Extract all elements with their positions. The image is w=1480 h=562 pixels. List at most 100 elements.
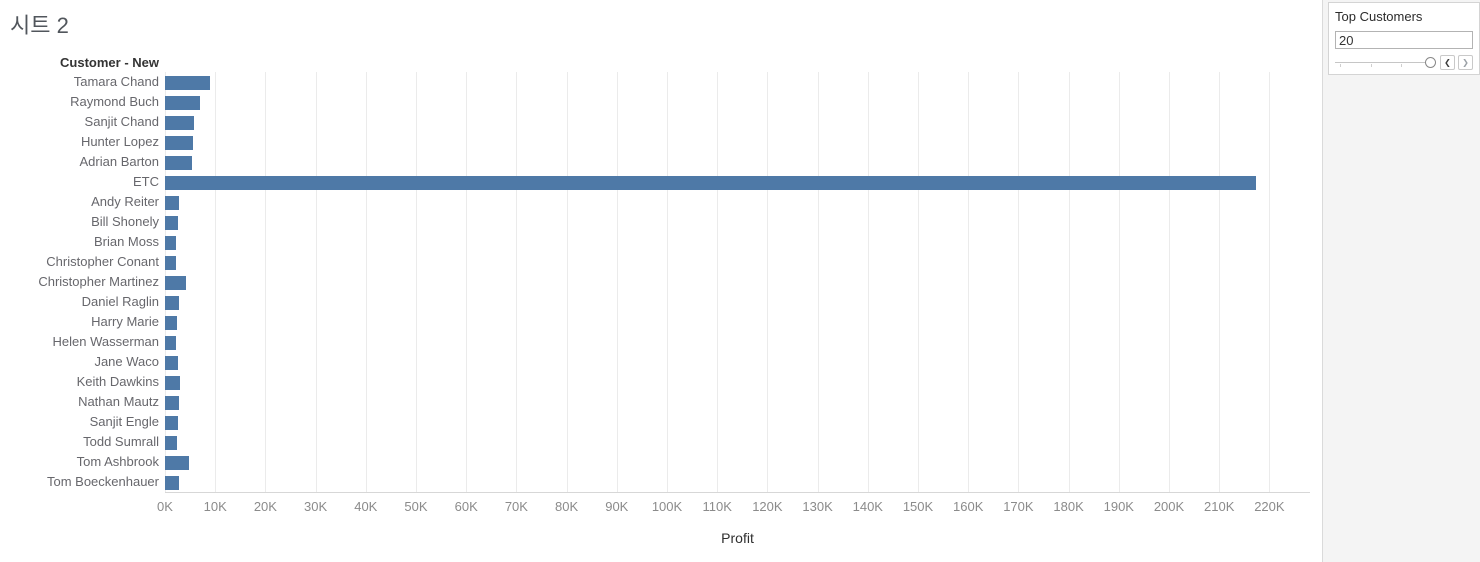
row-header-customer-new: Customer - New [60, 55, 159, 70]
row-label[interactable]: Daniel Raglin [81, 294, 159, 309]
gridline [365, 72, 367, 492]
bar[interactable] [165, 396, 179, 410]
gridline [315, 72, 317, 492]
row-label[interactable]: Tom Ashbrook [76, 454, 159, 469]
gridline [416, 72, 417, 492]
row-label[interactable]: ETC [133, 174, 159, 189]
row-label[interactable]: Brian Moss [93, 234, 159, 249]
row-label[interactable]: Sanjit Engle [89, 414, 159, 429]
slider-handle[interactable] [1424, 56, 1436, 68]
gridline [717, 72, 719, 492]
gridline [566, 72, 568, 492]
bar[interactable] [165, 276, 186, 290]
row-label[interactable]: Christopher Conant [46, 254, 159, 269]
x-tick-label: 100K [651, 499, 683, 514]
slider-tick [1401, 63, 1403, 67]
bar[interactable] [165, 296, 180, 310]
x-tick-label: 220K [1254, 499, 1285, 514]
bar[interactable] [165, 356, 179, 370]
slider-tick [1340, 63, 1342, 67]
x-tick-label: 80K [555, 499, 579, 514]
x-tick-label: 0K [157, 499, 173, 514]
x-tick-label: 70K [504, 499, 528, 514]
chevron-left-icon: ❮ [1444, 58, 1451, 67]
row-label[interactable]: Adrian Barton [79, 154, 160, 169]
bar[interactable] [165, 316, 178, 330]
increment-button[interactable]: ❯ [1458, 55, 1473, 70]
bar[interactable] [165, 236, 177, 250]
row-label[interactable]: Helen Wasserman [52, 334, 159, 349]
row-labels-column: Tamara Chand Raymond Buch Sanjit Chand Hunt… [0, 72, 161, 492]
bar[interactable] [165, 136, 194, 150]
top-customers-input[interactable] [1335, 31, 1473, 49]
parameter-panel: Top Customers ❮ ❯ [1323, 0, 1480, 562]
gridline [1269, 72, 1271, 492]
x-tick-label: 10K [203, 499, 227, 514]
parameter-title: Top Customers [1335, 9, 1423, 24]
slider-track-line [1335, 61, 1433, 63]
x-axis-line [165, 492, 1310, 493]
bar[interactable] [165, 196, 180, 210]
bar[interactable] [165, 336, 176, 350]
x-axis-title: Profit [721, 530, 754, 546]
row-label[interactable]: Harry Marie [91, 314, 159, 329]
gridline [516, 72, 518, 492]
bar[interactable] [165, 476, 180, 490]
gridline [265, 72, 267, 492]
bar[interactable] [165, 156, 193, 170]
gridline [466, 72, 468, 492]
bar[interactable] [165, 256, 176, 270]
bar[interactable] [165, 216, 179, 230]
row-label[interactable]: Sanjit Chand [84, 114, 159, 129]
parameter-slider[interactable] [1335, 55, 1437, 71]
top-customers-parameter-card: Top Customers ❮ ❯ [1328, 2, 1480, 75]
row-label[interactable]: Todd Sumrall [83, 434, 159, 449]
row-label[interactable]: Nathan Mautz [78, 394, 159, 409]
x-tick-label: 210K [1204, 499, 1235, 514]
x-tick-label: 160K [953, 499, 984, 514]
row-label[interactable]: Andy Reiter [91, 194, 159, 209]
x-tick-label: 120K [752, 499, 783, 514]
gridline [918, 72, 919, 492]
row-label[interactable]: Christopher Martinez [38, 274, 159, 289]
x-tick-label: 190K [1103, 499, 1134, 514]
gridline [767, 72, 769, 492]
x-tick-label: 60K [454, 499, 478, 514]
decrement-button[interactable]: ❮ [1440, 55, 1455, 70]
row-label[interactable]: Tamara Chand [73, 74, 159, 89]
x-tick-label: 150K [902, 499, 934, 514]
gridline [667, 72, 668, 492]
chevron-right-icon: ❯ [1462, 58, 1469, 67]
bar[interactable] [165, 376, 181, 390]
parameter-slider-row: ❮ ❯ [1335, 52, 1473, 74]
bar[interactable] [165, 456, 189, 470]
bar[interactable] [165, 416, 179, 430]
sheet-title: 시트 2 [10, 13, 69, 38]
gridline [1219, 72, 1221, 492]
bar[interactable] [165, 76, 211, 90]
bar[interactable] [165, 176, 1257, 190]
row-label[interactable]: Jane Waco [94, 354, 159, 369]
chart-region: 시트 2 Customer - New Tamara Chand Raymond … [0, 13, 1310, 546]
row-label[interactable]: Raymond Buch [70, 94, 159, 109]
slider-tick [1370, 63, 1372, 67]
bar[interactable] [165, 436, 177, 450]
x-tick-label: 110K [702, 499, 732, 514]
bar[interactable] [165, 96, 201, 110]
row-label[interactable]: Hunter Lopez [80, 134, 159, 149]
x-tick-label: 200K [1153, 499, 1185, 514]
gridline [1169, 72, 1170, 492]
x-tick-label: 170K [1003, 499, 1034, 514]
gridline [867, 72, 869, 492]
panel-divider [1322, 0, 1323, 562]
x-tick-label: 40K [354, 499, 378, 514]
bar[interactable] [165, 116, 194, 130]
gridline [968, 72, 970, 492]
row-label[interactable]: Bill Shonely [91, 214, 159, 229]
x-tick-label: 50K [404, 499, 428, 514]
x-tick-label: 20K [253, 499, 277, 514]
row-label[interactable]: Keith Dawkins [76, 374, 159, 389]
gridline [616, 72, 618, 492]
row-label[interactable]: Tom Boeckenhauer [46, 474, 159, 489]
